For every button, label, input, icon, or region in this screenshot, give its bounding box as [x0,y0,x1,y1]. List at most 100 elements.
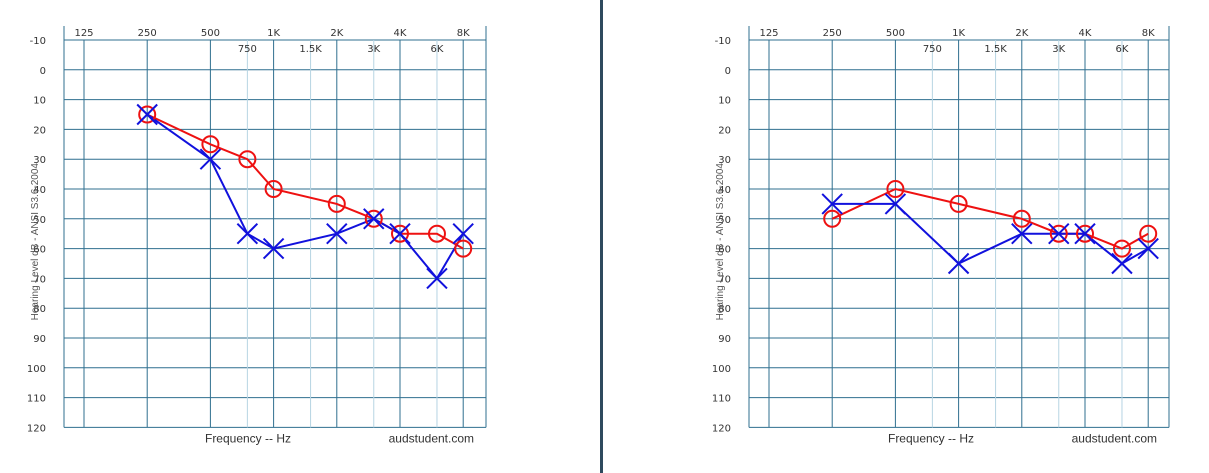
data-point-circle [1112,239,1131,258]
panel-divider [600,0,603,473]
data-point-cross-stroke [363,208,385,230]
data-point-circle [364,209,383,228]
x-tick-label: 125 [74,28,93,39]
audiogram-panel-right: -10 0 10 20 30 40 50 60 70 80 90 100 110 120 750 1.5K 3K… [603,0,1209,473]
data-point-circle [949,194,968,213]
data-point-circle [264,180,283,198]
data-point-cross [1048,222,1070,245]
x-tick-label-minor: 3K [367,44,380,55]
data-point-cross-stroke [426,267,448,290]
data-point-cross [426,267,448,290]
x-tick-label: 500 [201,28,220,39]
y-tick-label: 40 [718,185,731,196]
x-tick-label: 1K [267,28,280,39]
data-point-cross-stroke [136,103,158,126]
y-tick-label: 20 [718,125,731,136]
audiogram-panel-left: -10 0 10 20 30 40 50 60 70 80 90 100 110 120 750 1.5K 3K… [0,0,600,473]
y-tick-label: 30 [718,155,731,166]
x-tick-label: 1K [952,28,965,39]
y-tick-label: 0 [725,66,731,77]
data-point-circle [238,150,257,169]
x-tick-label: 8K [1142,28,1155,39]
y-tick-label: 10 [33,96,46,107]
x-tick-label-minor: 750 [238,44,257,55]
x-tick-label: 4K [394,28,407,39]
data-point-circle [454,239,473,258]
data-point-cross [389,222,411,245]
y-tick-label: 80 [718,304,731,315]
data-point-cross-stroke [452,222,474,245]
data-point-cross [363,208,385,230]
data-point-cross [199,148,222,170]
data-point-circle [886,180,905,198]
y-tick-label: 90 [33,334,46,345]
watermark-text: audstudent.com [389,431,474,445]
data-point-cross [262,237,285,260]
y-tick-label: 80 [33,304,46,315]
data-point-circle [1012,209,1031,228]
y-tick-label: 100 [712,364,731,375]
x-tick-label-minor: 3K [1052,44,1065,55]
x-tick-label-minor: 1.5K [299,44,322,55]
y-tick-label: 70 [718,274,731,285]
x-tick-label: 4K [1079,28,1092,39]
audiogram-chart-right: -10 0 10 20 30 40 50 60 70 80 90 100 110 120 750 1.5K 3K… [712,26,1170,445]
watermark-text: audstudent.com [1072,431,1157,445]
x-tick-label: 250 [823,28,842,39]
x-axis-title: Frequency -- Hz [888,431,974,445]
x-tick-label: 500 [886,28,905,39]
y-tick-label: 60 [718,245,731,256]
y-tick-label: 60 [33,245,46,256]
data-point-circle [327,194,346,213]
data-point-cross-stroke [947,252,970,275]
data-point-circle [138,105,157,124]
data-point-cross [884,193,907,215]
data-point-cross [452,222,474,245]
y-tick-label: 30 [33,155,46,166]
y-tick-label: 10 [718,96,731,107]
data-point-cross-stroke [821,193,843,215]
y-tick-label: 90 [718,334,731,345]
data-point-cross [821,193,843,215]
data-point-cross-stroke [326,222,348,245]
data-point-circle [1049,224,1068,243]
x-tick-label: 2K [330,28,343,39]
x-tick-label-minor: 6K [431,44,444,55]
data-point-cross [1074,222,1096,245]
data-point-circle [201,135,220,154]
x-tick-label: 8K [457,28,470,39]
y-tick-label: 0 [40,66,46,77]
y-axis-title: Hearing Level dB - ANSI S3.6-2004 [715,163,726,321]
data-point-cross [1111,252,1133,275]
data-point-cross-stroke [236,222,259,245]
y-tick-label: 70 [33,274,46,285]
y-tick-label: 110 [27,394,46,405]
y-tick-label: -10 [30,36,46,47]
y-tick-label: 120 [27,423,46,434]
y-tick-label: 120 [712,423,731,434]
y-tick-label: 50 [718,215,731,226]
data-point-circle [823,209,842,228]
y-axis-title: Hearing Level dB - ANSI S3.6-2004 [30,163,41,321]
x-axis-title: Frequency -- Hz [205,431,291,445]
data-point-cross-stroke [884,193,907,215]
data-point-cross [947,252,970,275]
series-line-red [831,187,1149,250]
y-tick-label: 50 [33,215,46,226]
series-line-red [146,113,464,250]
data-point-cross-stroke [199,148,222,170]
data-point-cross [236,222,259,245]
data-point-cross-stroke [1048,222,1070,245]
y-tick-label: 20 [33,125,46,136]
data-point-cross-stroke [389,222,411,245]
data-point-cross-stroke [1111,252,1133,275]
data-point-cross [1011,222,1033,245]
x-tick-label: 250 [138,28,157,39]
x-tick-label-minor: 1.5K [984,44,1007,55]
data-point-cross-stroke [262,237,285,260]
y-tick-label: 100 [27,364,46,375]
data-point-circle [391,224,409,243]
data-point-circle [1139,224,1158,243]
data-point-cross-stroke [1137,237,1159,260]
x-tick-label: 125 [759,28,778,39]
